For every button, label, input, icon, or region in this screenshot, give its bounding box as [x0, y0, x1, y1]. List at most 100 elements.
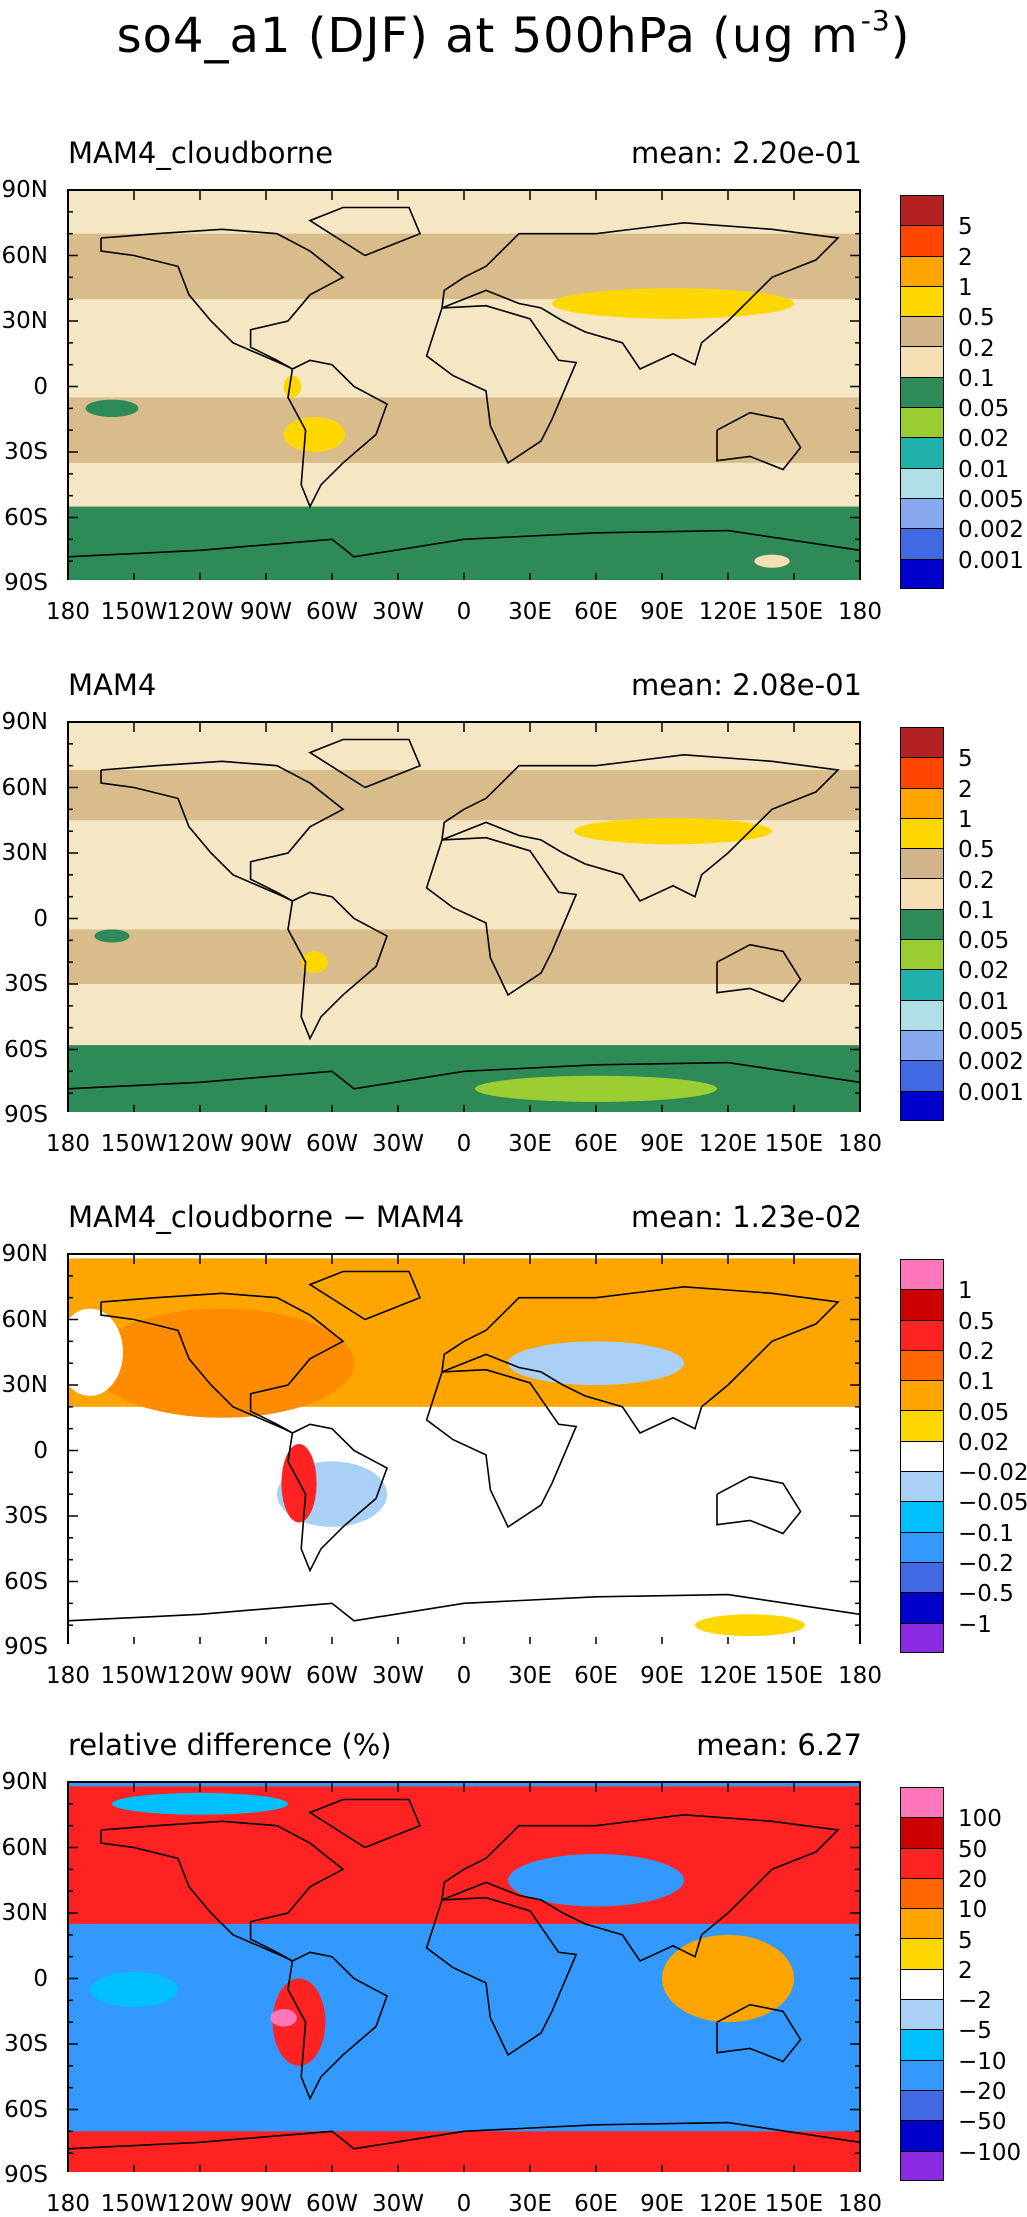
coastline — [441, 1813, 840, 1963]
colorbar-label: 0.2 — [958, 1338, 995, 1365]
lat-tick-label: 90N — [1, 709, 48, 735]
colorbar-label: −0.2 — [958, 1551, 1014, 1577]
colorbar-swatch — [900, 437, 944, 468]
colorbar-swatch — [900, 939, 944, 970]
colorbar — [900, 195, 944, 589]
lon-tick-label: 90E — [640, 599, 684, 625]
coastline — [425, 1896, 578, 2057]
lat-tick-label: 30S — [4, 971, 48, 997]
colorbar-label: 2 — [958, 776, 973, 803]
coastline — [287, 1951, 388, 2101]
colorbar-swatch — [900, 1999, 944, 2030]
colorbar — [900, 727, 944, 1121]
coastline — [716, 2003, 802, 2063]
colorbar-label: −100 — [958, 2139, 1022, 2166]
colorbar-swatch — [900, 1501, 944, 1532]
lon-tick-label: 180 — [838, 1131, 882, 1157]
colorbar-label: 5 — [958, 214, 973, 241]
figure-title-exponent: -3 — [860, 4, 891, 37]
coastline — [425, 1368, 578, 1529]
colorbar-label: 100 — [958, 1806, 1002, 1833]
colorbar-swatch — [900, 969, 944, 1000]
field-blob — [90, 1308, 354, 1418]
colorbar-swatch — [900, 1090, 944, 1121]
colorbar-swatch — [900, 1380, 944, 1411]
lat-tick-label: 60S — [4, 2096, 48, 2123]
coastline — [308, 738, 422, 789]
colorbar-label: 50 — [958, 1836, 988, 1863]
colorbar-swatch — [900, 1440, 944, 1472]
map-canvas — [67, 721, 861, 1112]
colorbar-swatch — [900, 999, 944, 1030]
coastline — [287, 891, 388, 1041]
panel-mean: mean: 2.08e-01 — [630, 668, 862, 702]
coastline — [100, 1292, 345, 1434]
colorbar-label: −0.02 — [958, 1460, 1027, 1487]
coastline — [68, 2121, 860, 2150]
coastline — [100, 228, 345, 370]
colorbar-swatch — [900, 1319, 944, 1350]
colorbar-label: 0.02 — [958, 1429, 1010, 1456]
lon-tick-label: 120W — [166, 599, 234, 625]
colorbar-swatch — [900, 878, 944, 909]
colorbar-label: 0.01 — [958, 456, 1010, 483]
colorbar-swatch — [900, 2029, 944, 2060]
coastline — [716, 1475, 802, 1535]
field-blob — [85, 399, 139, 418]
colorbar-swatch — [900, 376, 944, 408]
colorbar-label: −0.05 — [958, 1490, 1027, 1517]
lat-tick-label: 60N — [1, 242, 48, 269]
coastline — [716, 943, 802, 1003]
lon-tick-label: 0 — [456, 599, 472, 625]
map-canvas — [67, 1781, 861, 2172]
lon-tick-label: 90W — [239, 599, 293, 625]
colorbar-swatch — [900, 1938, 944, 1969]
map-panel-3: MAM4_cloudborne − MAM4 mean: 1.23e-02 90N 6… — [0, 1114, 1027, 1689]
lon-tick-label: 60E — [574, 599, 618, 625]
coastline — [441, 753, 840, 903]
lon-tick-label: 150W — [100, 2191, 168, 2217]
colorbar-label: 2 — [958, 1957, 973, 1984]
field-band — [68, 1045, 860, 1112]
colorbar-label: 0.02 — [958, 426, 1010, 453]
lon-tick-label: 60W — [305, 2191, 359, 2217]
colorbar-swatch — [900, 787, 944, 818]
lon-tick-label: 120E — [698, 2191, 758, 2217]
lon-tick-label: 30E — [508, 599, 552, 625]
lon-tick-label: 60W — [305, 599, 359, 625]
colorbar-swatch — [900, 1289, 944, 1320]
map-canvas — [67, 189, 861, 580]
colorbar-label: 0.001 — [958, 1079, 1024, 1106]
coastline — [308, 1270, 422, 1321]
lon-tick-label: 30E — [508, 1663, 552, 1689]
coastline — [287, 1423, 388, 1573]
colorbar-label: −2 — [958, 1988, 992, 2015]
lat-tick-label: 30S — [4, 439, 48, 465]
lat-tick-label: 90N — [1, 1241, 48, 1267]
lat-tick-label: 30N — [1, 1372, 48, 1398]
lon-tick-label: 120E — [698, 1663, 758, 1689]
colorbar-label: 0.5 — [958, 837, 995, 864]
lon-tick-label: 180 — [46, 1131, 90, 1157]
colorbar-label: 0.05 — [958, 928, 1010, 955]
colorbar-swatch — [900, 1817, 944, 1848]
colorbar-swatch — [900, 757, 944, 788]
lat-tick-label: 0 — [33, 1437, 48, 1464]
colorbar-label: 1 — [958, 1278, 973, 1305]
colorbar-swatch — [900, 225, 944, 256]
lon-tick-label: 120W — [166, 1131, 234, 1157]
colorbar-swatch — [900, 285, 944, 317]
field-band — [68, 929, 860, 984]
coastline — [308, 1798, 422, 1849]
colorbar-swatch — [900, 1968, 944, 2000]
colorbar-swatch — [900, 2150, 944, 2181]
colorbar-label: 0.1 — [958, 897, 995, 924]
colorbar-label: 2 — [958, 244, 973, 271]
field-blob — [283, 375, 302, 398]
lon-tick-label: 90E — [640, 1663, 684, 1689]
lat-tick-label: 30N — [1, 840, 48, 866]
lon-tick-label: 150E — [764, 1663, 824, 1689]
colorbar-swatch — [900, 2059, 944, 2090]
colorbar-label: −20 — [958, 2079, 1007, 2105]
lon-tick-label: 150W — [100, 1663, 168, 1689]
